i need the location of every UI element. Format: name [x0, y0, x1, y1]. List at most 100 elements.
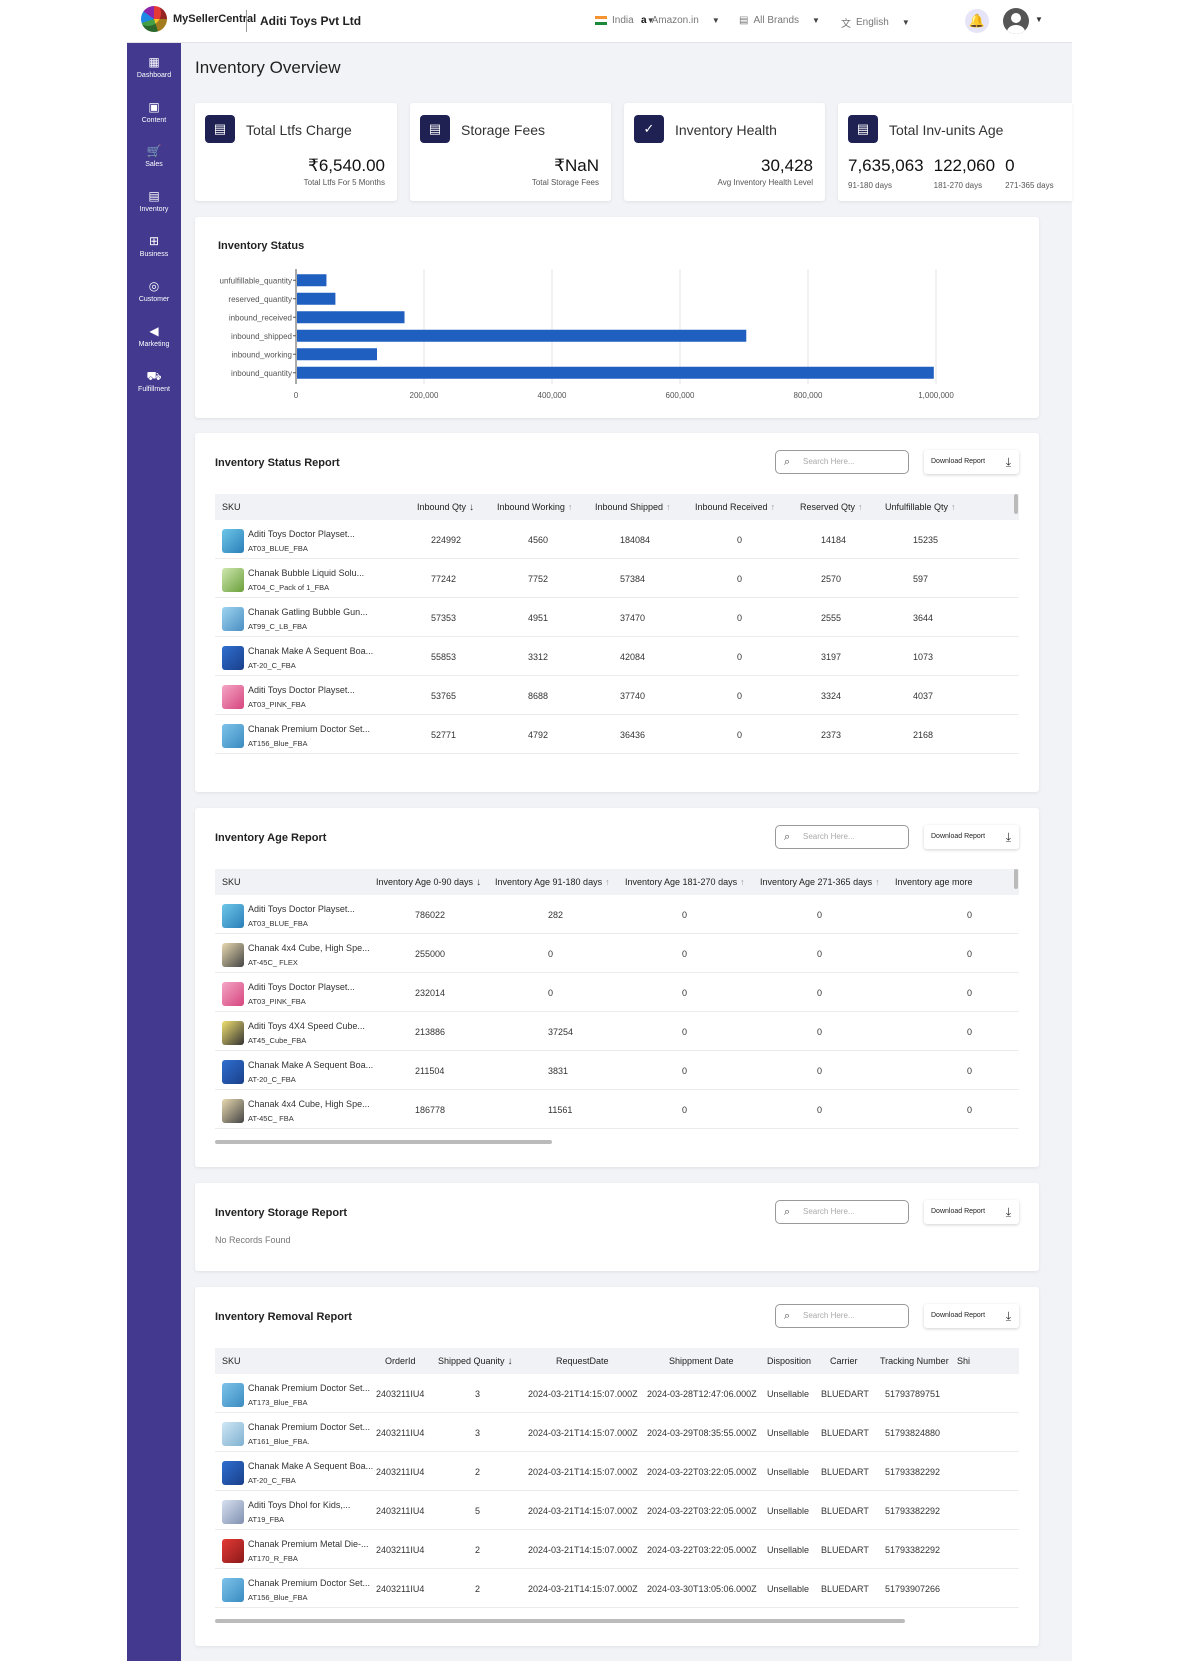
- column-header[interactable]: Inventory age more: [895, 869, 973, 895]
- column-header[interactable]: Inventory Age 181-270 days ↑: [625, 869, 745, 895]
- download-report-button[interactable]: Download Report ⤓: [924, 1200, 1019, 1224]
- chart-title: Inventory Status: [218, 240, 305, 252]
- product-thumbnail: [222, 904, 244, 928]
- translate-icon: 文: [841, 19, 851, 30]
- column-header[interactable]: Tracking Number: [880, 1348, 949, 1374]
- table-row[interactable]: Chanak Premium Doctor Set... AT173_Blue_F…: [215, 1374, 1019, 1413]
- column-header[interactable]: Inventory Age 91-180 days ↑: [495, 869, 610, 895]
- sidebar-item-marketing[interactable]: ◀ Marketing: [127, 324, 181, 348]
- sort-asc-icon[interactable]: ↑: [858, 502, 863, 512]
- table-row[interactable]: Chanak Gatling Bubble Gun... AT99_C_LB_FB…: [215, 598, 1019, 637]
- column-header[interactable]: Carrier: [830, 1348, 858, 1374]
- sort-asc-icon[interactable]: ↑: [567, 502, 573, 512]
- sort-desc-icon[interactable]: ↓: [469, 502, 475, 513]
- column-header[interactable]: Inventory Age 271-365 days ↑: [760, 869, 880, 895]
- column-header-label: SKU: [222, 502, 241, 512]
- column-header[interactable]: Inbound Received ↑: [695, 494, 775, 520]
- table-row[interactable]: Chanak Premium Doctor Set... AT156_Blue_F…: [215, 715, 1019, 754]
- sort-asc-icon[interactable]: ↑: [740, 877, 745, 887]
- column-header[interactable]: Shipped Quanity ↓: [438, 1348, 513, 1374]
- table-row[interactable]: Chanak Premium Metal Die-... AT170_R_FBA 2…: [215, 1530, 1019, 1569]
- language-select[interactable]: 文 English ▼: [841, 15, 910, 30]
- download-label: Download Report: [931, 458, 986, 465]
- table-row[interactable]: Aditi Toys 4X4 Speed Cube... AT45_Cube_FB…: [215, 1012, 1019, 1051]
- horizontal-scrollbar[interactable]: [215, 1619, 905, 1623]
- chevron-down-icon: ▼: [646, 16, 655, 25]
- bar-inbound_shipped[interactable]: [297, 329, 747, 342]
- bar-inbound_working[interactable]: [297, 348, 377, 361]
- table-row[interactable]: Chanak Premium Doctor Set... AT161_Blue_F…: [215, 1413, 1019, 1452]
- product-name: Aditi Toys Doctor Playset...: [248, 904, 355, 914]
- sidebar-item-sales[interactable]: 🛒 Sales: [127, 144, 181, 168]
- table-cell: 2024-03-21T14:15:07.000Z: [528, 1467, 638, 1477]
- product-name: Chanak Bubble Liquid Solu...: [248, 568, 365, 578]
- brand-select[interactable]: ▤ All Brands ▼: [739, 15, 820, 26]
- table-row[interactable]: Chanak 4x4 Cube, High Spe... AT-45C_ FBA 1…: [215, 1090, 1019, 1129]
- column-header[interactable]: RequestDate: [556, 1348, 609, 1374]
- y-tick-label: inbound_working: [232, 350, 293, 359]
- table-row[interactable]: Chanak Make A Sequent Boa... AT-20_C_FBA 2…: [215, 1452, 1019, 1491]
- bar-reserved_quantity[interactable]: [297, 292, 336, 305]
- table-row[interactable]: Aditi Toys Doctor Playset... AT03_PINK_FB…: [215, 973, 1019, 1012]
- sort-asc-icon[interactable]: ↑: [605, 877, 610, 887]
- search-input[interactable]: ⌕ Search Here...: [775, 1304, 909, 1328]
- table-row[interactable]: Chanak Make A Sequent Boa... AT-20_C_FBA 2…: [215, 1051, 1019, 1090]
- sort-desc-icon[interactable]: ↓: [476, 877, 482, 888]
- column-header[interactable]: Unfulfillable Qty ↑: [885, 494, 956, 520]
- column-header[interactable]: Shippment Date: [669, 1348, 734, 1374]
- table-row[interactable]: Aditi Toys Dhol for Kids,... AT19_FBA 2403…: [215, 1491, 1019, 1530]
- vertical-scrollbar[interactable]: [1014, 869, 1018, 889]
- sidebar-item-customer[interactable]: ◎ Customer: [127, 279, 181, 303]
- sort-asc-icon[interactable]: ↑: [951, 502, 956, 512]
- table-row[interactable]: Chanak 4x4 Cube, High Spe... AT-45C_ FLEX…: [215, 934, 1019, 973]
- sidebar-item-fulfillment[interactable]: ⛟ Fulfillment: [127, 369, 181, 393]
- table-row[interactable]: Aditi Toys Doctor Playset... AT03_BLUE_FB…: [215, 520, 1019, 559]
- column-header[interactable]: Shi: [957, 1348, 970, 1374]
- sidebar-item-business[interactable]: ⊞ Business: [127, 234, 181, 258]
- column-header[interactable]: Inventory Age 0-90 days ↓: [376, 869, 481, 895]
- bar-inbound_quantity[interactable]: [297, 366, 934, 379]
- sort-asc-icon[interactable]: ↑: [875, 877, 880, 887]
- sidebar-item-label: Business: [139, 251, 169, 258]
- download-report-button[interactable]: Download Report ⤓: [924, 450, 1019, 474]
- column-header[interactable]: Inbound Shipped ↑: [595, 494, 671, 520]
- notification-bell-icon[interactable]: 🔔: [965, 9, 989, 33]
- column-header[interactable]: Inbound Working ↑: [497, 494, 572, 520]
- vertical-scrollbar[interactable]: [1014, 494, 1018, 514]
- avatar[interactable]: [1003, 8, 1029, 34]
- table-row[interactable]: Aditi Toys Doctor Playset... AT03_BLUE_FB…: [215, 895, 1019, 934]
- search-input[interactable]: ⌕ Search Here...: [775, 1200, 909, 1224]
- section-title: Inventory Removal Report: [215, 1311, 352, 1323]
- sidebar-item-inventory[interactable]: ▤ Inventory: [127, 189, 181, 213]
- sort-desc-icon[interactable]: ↓: [507, 1356, 513, 1367]
- sort-asc-icon[interactable]: ↑: [770, 502, 776, 512]
- table-row[interactable]: Chanak Premium Doctor Set... AT156_Blue_F…: [215, 1569, 1019, 1608]
- bar-unfulfillable_quantity[interactable]: [297, 274, 327, 287]
- download-report-button[interactable]: Download Report ⤓: [924, 1304, 1019, 1328]
- column-header[interactable]: Reserved Qty ↑: [800, 494, 863, 520]
- table-row[interactable]: Aditi Toys Doctor Playset... AT03_PINK_FB…: [215, 676, 1019, 715]
- download-label: Download Report: [931, 833, 986, 840]
- search-input[interactable]: ⌕ Search Here...: [775, 450, 909, 474]
- sidebar-item-content[interactable]: ▣ Content: [127, 100, 181, 124]
- table-cell: 211504: [415, 1066, 445, 1076]
- column-header[interactable]: Inbound Qty ↓: [417, 494, 474, 520]
- table-row[interactable]: Chanak Make A Sequent Boa... AT-20_C_FBA 5…: [215, 637, 1019, 676]
- product-thumbnail: [222, 685, 244, 709]
- sidebar-item-dashboard[interactable]: ▦ Dashboard: [127, 55, 181, 79]
- column-header[interactable]: Disposition: [767, 1348, 811, 1374]
- horizontal-scrollbar[interactable]: [215, 1140, 552, 1144]
- chevron-down-icon[interactable]: ▼: [1035, 15, 1043, 24]
- country-select[interactable]: India ▼: [595, 15, 655, 26]
- sort-asc-icon[interactable]: ↑: [666, 502, 671, 512]
- kpi-card-ltfs: ▤ Total Ltfs Charge ₹6,540.00 Total Ltfs…: [195, 103, 397, 201]
- search-input[interactable]: ⌕ Search Here...: [775, 825, 909, 849]
- marketplace-select[interactable]: a Amazon.in ▼: [641, 15, 720, 26]
- column-header[interactable]: OrderId: [385, 1348, 416, 1374]
- x-tick-label: 400,000: [538, 391, 567, 400]
- table-row[interactable]: Chanak Bubble Liquid Solu... AT04_C_Pack …: [215, 559, 1019, 598]
- app-logo[interactable]: MySellerCentral: [141, 6, 256, 32]
- download-report-button[interactable]: Download Report ⤓: [924, 825, 1019, 849]
- bar-inbound_received[interactable]: [297, 311, 405, 324]
- table-cell: 2024-03-22T03:22:05.000Z: [647, 1506, 757, 1516]
